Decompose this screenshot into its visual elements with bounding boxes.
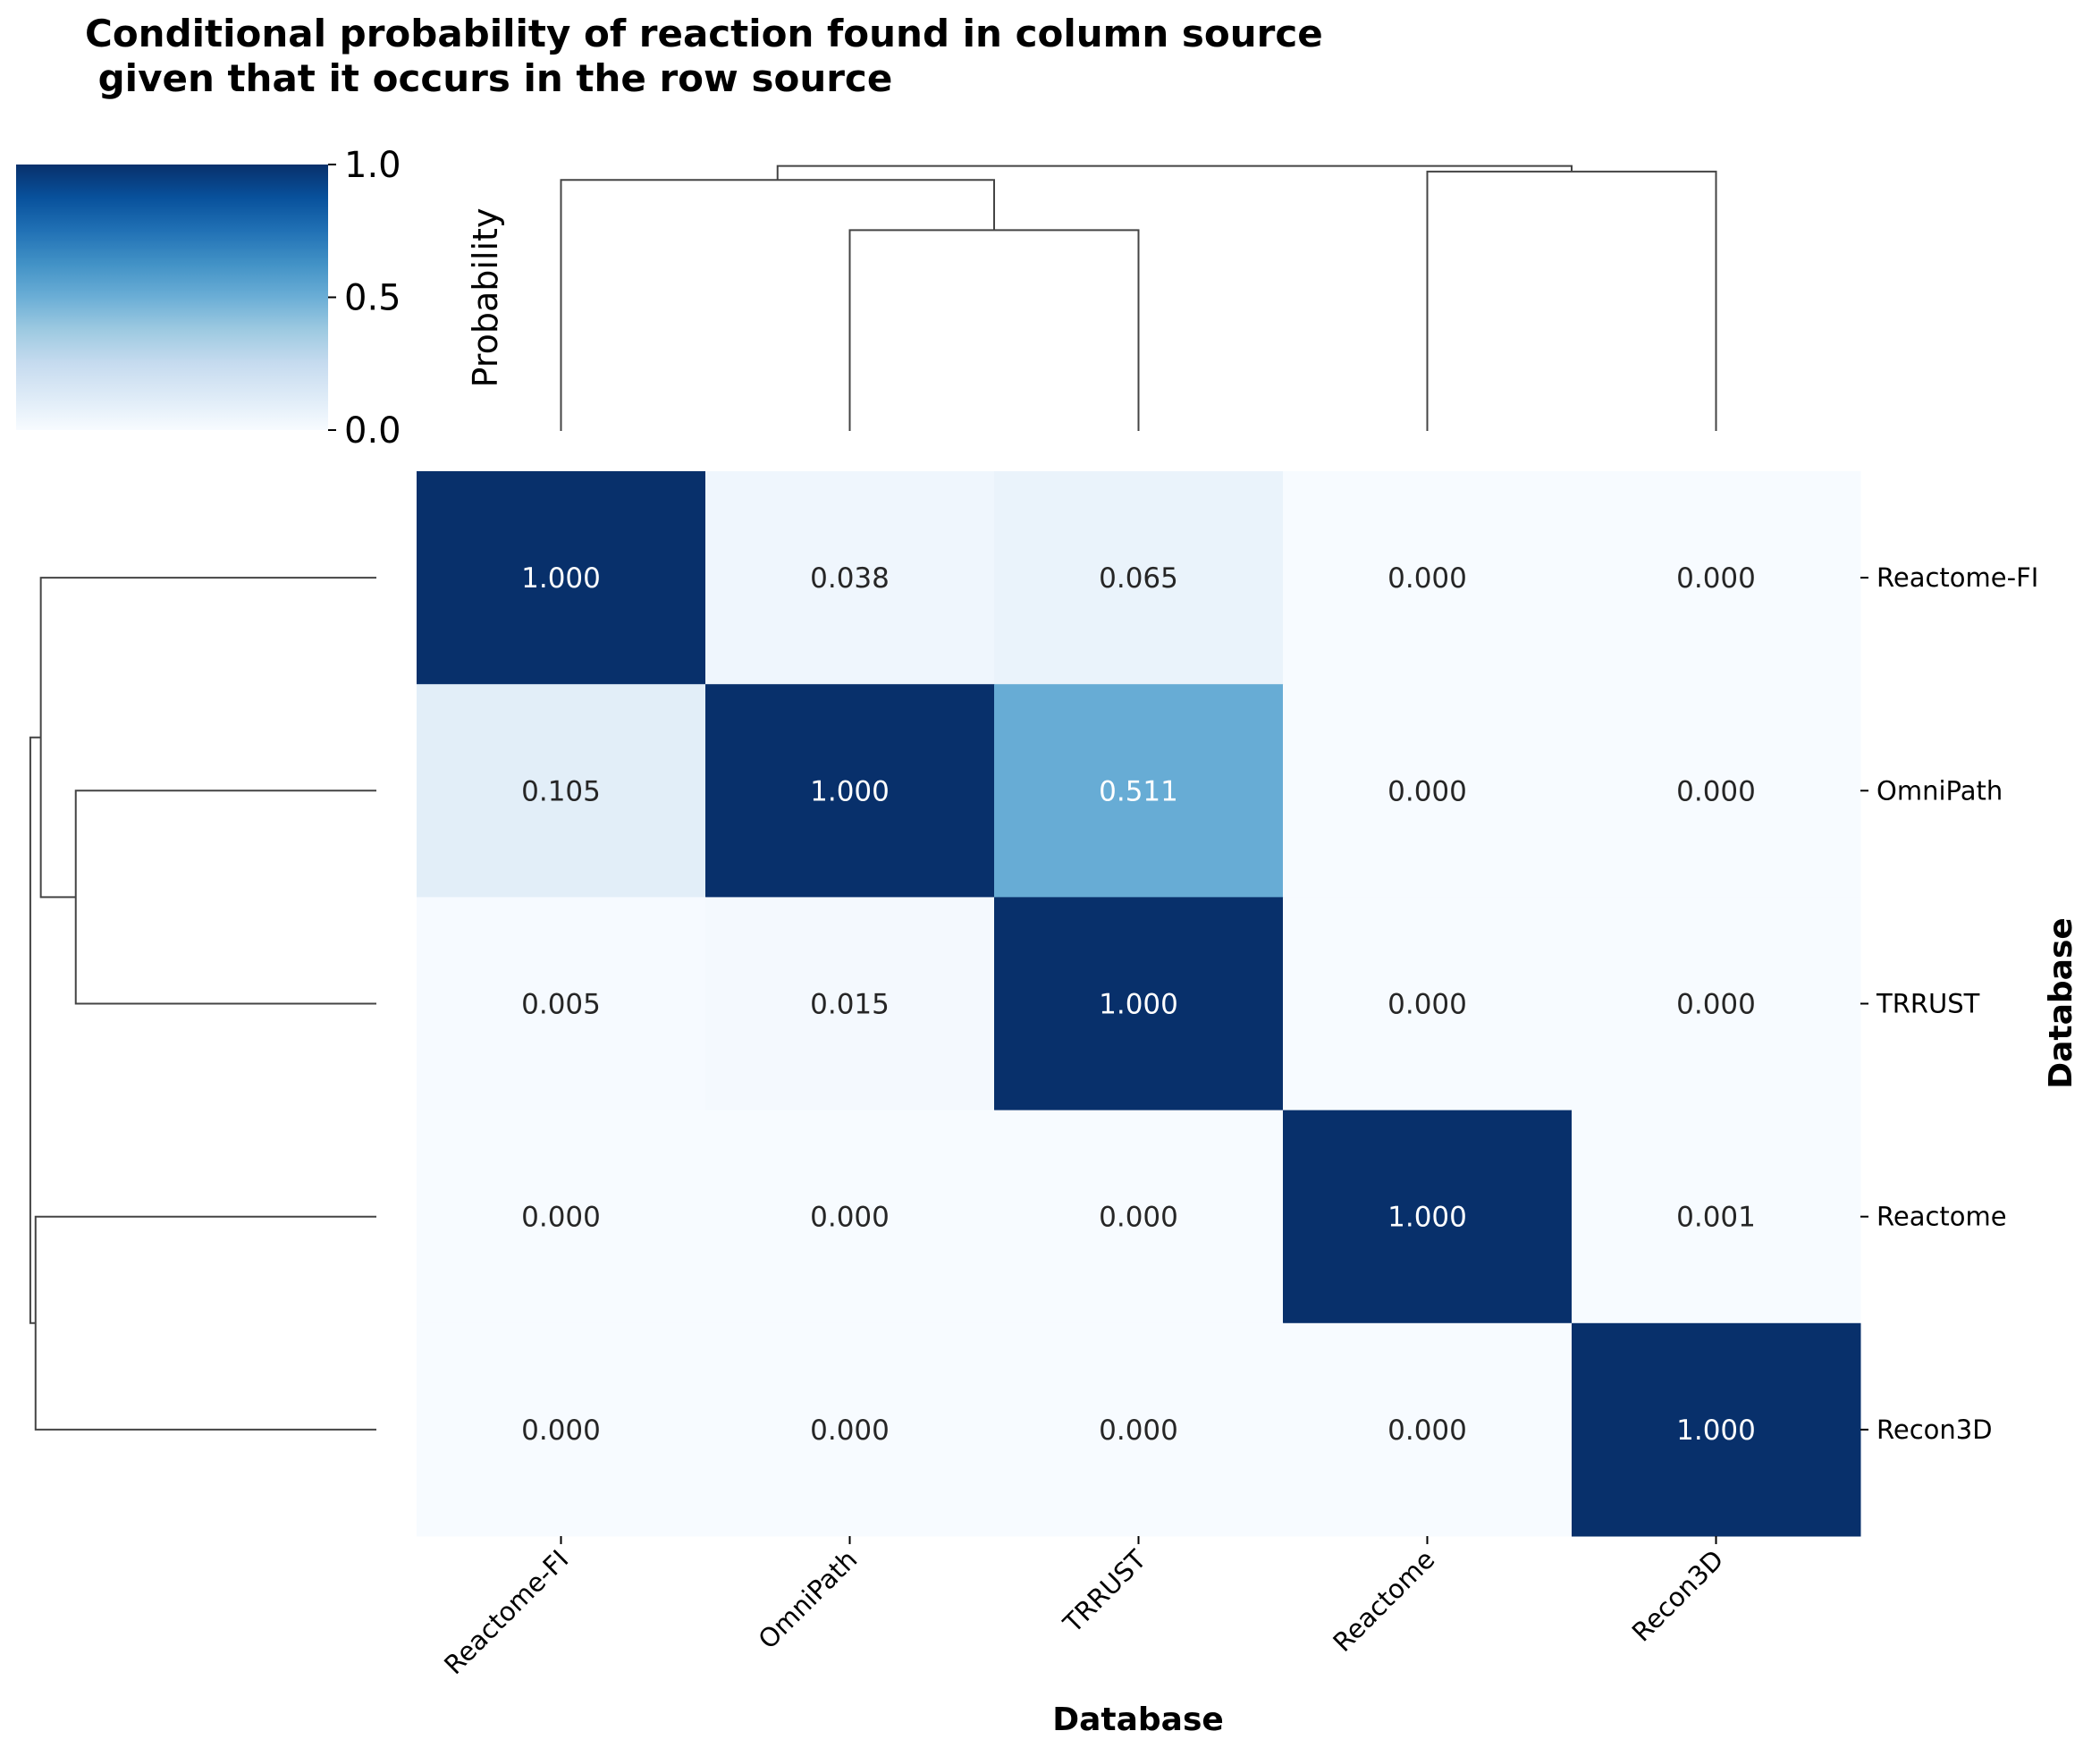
row-tick-label: Reactome-FI	[1877, 562, 2038, 593]
heatmap-cell	[1572, 684, 1861, 898]
heatmap-cell	[705, 684, 995, 898]
heatmap-cell	[994, 897, 1284, 1111]
heatmap-cell	[1572, 1110, 1861, 1324]
cell-annotation: 0.000	[1676, 562, 1756, 595]
heatmap-cell	[994, 1322, 1284, 1537]
cell-annotation: 0.000	[1676, 989, 1756, 1021]
col-tick-label: OmniPath	[753, 1544, 864, 1655]
heatmap-cell	[1283, 684, 1573, 898]
heatmap: 1.000 0.038 0.065 0.000 0.000 0.105 1.000 0.511…	[417, 471, 1861, 1537]
colorbar: 0.0 0.5 1.0 Probability	[16, 145, 505, 452]
heatmap-cell	[1283, 897, 1573, 1111]
heatmap-cell	[994, 471, 1284, 685]
cell-annotation: 0.038	[810, 562, 890, 595]
colorbar-gradient	[16, 165, 328, 430]
heatmap-cell	[417, 1110, 706, 1324]
heatmap-cell	[1572, 471, 1861, 685]
cell-annotation: 0.000	[1387, 1414, 1467, 1447]
row-tick-label: Reactome	[1877, 1202, 2007, 1232]
heatmap-cell	[705, 471, 995, 685]
cell-annotation: 1.000	[1676, 1414, 1756, 1447]
heatmap-cell	[1572, 897, 1861, 1111]
dendrogram-link	[776, 165, 1573, 181]
cell-annotation: 0.000	[521, 1202, 601, 1234]
dendrogram-link	[74, 790, 376, 1005]
colorbar-tick-label: 1.0	[344, 145, 401, 186]
heatmap-cell	[705, 1322, 995, 1537]
cell-annotation: 0.000	[1387, 562, 1467, 595]
cell-annotation: 0.001	[1676, 1202, 1756, 1234]
dendrogram-link	[29, 736, 41, 1324]
col-tick-label: Recon3D	[1626, 1544, 1730, 1648]
heatmap-cell	[1572, 1322, 1861, 1537]
colorbar-tick-label: 0.0	[344, 410, 401, 452]
cell-annotation: 0.000	[1387, 989, 1467, 1021]
cell-annotation: 0.511	[1099, 775, 1178, 807]
cell-annotation: 0.015	[810, 989, 890, 1021]
chart-title-line-1: Conditional probability of reaction foun…	[85, 12, 1323, 55]
cell-annotation: 0.000	[1676, 775, 1756, 807]
row-tick-label: Recon3D	[1877, 1414, 1993, 1445]
cell-annotation: 0.005	[521, 989, 601, 1021]
dendrogram-link	[34, 1215, 376, 1431]
cell-annotation: 1.000	[810, 775, 890, 807]
heatmap-cell	[1283, 1322, 1573, 1537]
heatmap-cell	[994, 1110, 1284, 1324]
cell-annotation: 0.000	[810, 1202, 890, 1234]
column-dendrogram	[560, 165, 1717, 431]
cell-annotation: 0.000	[1387, 775, 1467, 807]
colorbar-label: Probability	[466, 208, 505, 388]
row-tick-label: OmniPath	[1877, 775, 2003, 806]
heatmap-cell	[705, 897, 995, 1111]
heatmap-cell	[417, 897, 706, 1111]
cell-annotation: 0.000	[1099, 1414, 1178, 1447]
chart-title-line-2: given that it occurs in the row source	[85, 56, 892, 100]
row-tick-label: TRRUST	[1876, 989, 1980, 1019]
col-tick-label: TRRUST	[1057, 1544, 1152, 1640]
dendrogram-link	[1426, 170, 1717, 431]
dendrogram-link	[560, 179, 995, 431]
cell-annotation: 0.065	[1099, 562, 1178, 595]
dendrogram-link	[39, 577, 376, 899]
col-tick-label: Reactome	[1327, 1544, 1440, 1658]
cell-annotation: 0.000	[1099, 1202, 1178, 1234]
cell-annotation: 1.000	[1099, 989, 1178, 1021]
cell-annotation: 1.000	[521, 562, 601, 595]
colorbar-ticks: 0.0 0.5 1.0	[328, 145, 401, 452]
heatmap-cell	[417, 471, 706, 685]
column-tick-labels: Reactome-FI OmniPath TRRUST Reactome Recon3D	[438, 1536, 1729, 1680]
heatmap-cell	[417, 684, 706, 898]
heatmap-cell	[705, 1110, 995, 1324]
cell-annotation: 0.105	[521, 775, 601, 807]
heatmap-cell	[1283, 1110, 1573, 1324]
row-tick-labels: Reactome-FI OmniPath TRRUST Reactome Recon3D	[1860, 562, 2038, 1445]
cell-annotation: 0.000	[810, 1414, 890, 1447]
cell-annotation: 0.000	[521, 1414, 601, 1447]
colorbar-tick-label: 0.5	[344, 278, 401, 319]
y-axis-label: Database	[2043, 917, 2079, 1089]
x-axis-label: Database	[1052, 1702, 1224, 1738]
dendrogram-link	[848, 229, 1140, 431]
heatmap-cell	[1283, 471, 1573, 685]
cell-annotation: 1.000	[1387, 1202, 1467, 1234]
heatmap-cell	[417, 1322, 706, 1537]
row-dendrogram	[29, 577, 376, 1431]
heatmap-cell	[994, 684, 1284, 898]
col-tick-label: Reactome-FI	[438, 1544, 574, 1680]
